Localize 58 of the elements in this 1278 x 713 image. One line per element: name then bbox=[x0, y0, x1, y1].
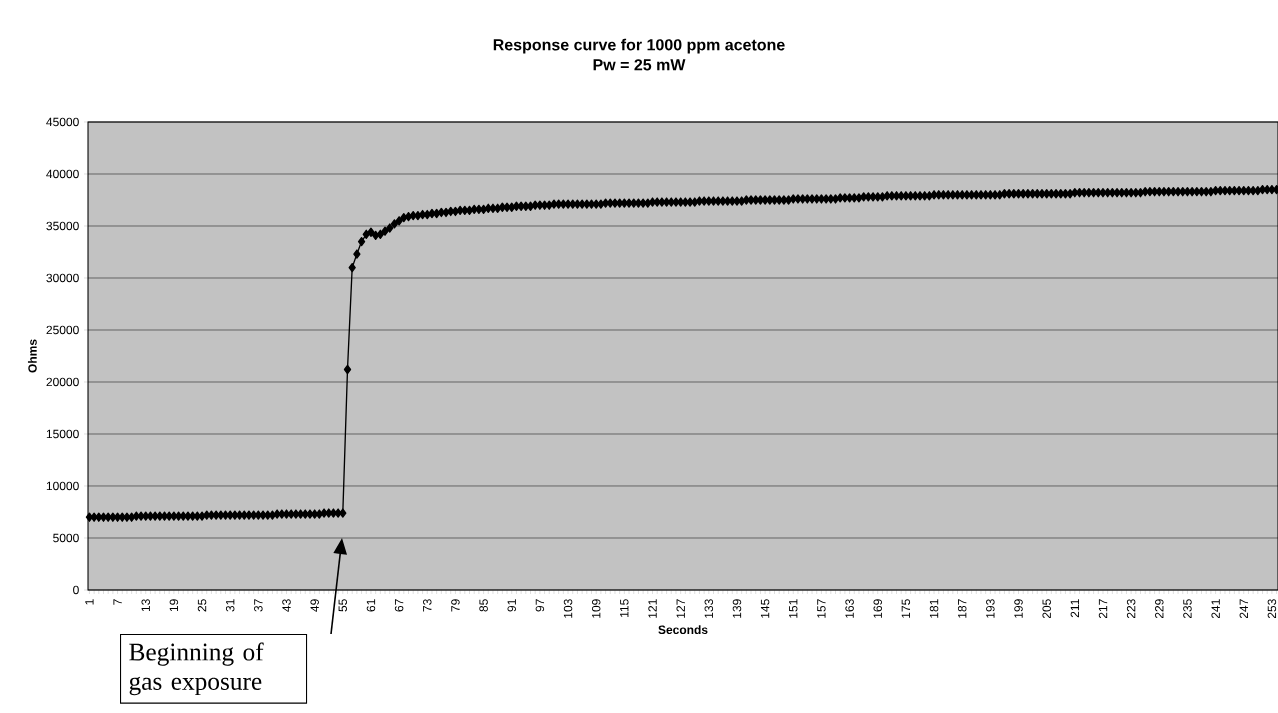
x-tick-label: 157 bbox=[817, 599, 826, 618]
x-tick-label: 205 bbox=[1042, 599, 1051, 619]
x-tick-label: 139 bbox=[732, 599, 742, 618]
y-tick-label: 35000 bbox=[46, 221, 79, 231]
chart-title: Response curve for 1000 ppm acetone bbox=[493, 38, 785, 54]
x-tick-label: 235 bbox=[1183, 599, 1192, 619]
x-tick-label: 247 bbox=[1239, 599, 1248, 619]
text: Beginning of gas exposure bbox=[129, 642, 264, 696]
x-tick-label: 49 bbox=[310, 599, 319, 612]
x-tick-label: 127 bbox=[676, 599, 685, 618]
y-tick-label: 5000 bbox=[53, 533, 79, 543]
y-tick-label: 20000 bbox=[46, 377, 79, 387]
y-tick-label: 40000 bbox=[46, 169, 79, 179]
x-tick-label: 13 bbox=[141, 599, 150, 612]
x-tick-label: 7 bbox=[113, 599, 122, 605]
x-tick-label: 223 bbox=[1126, 599, 1136, 619]
x-tick-label: 145 bbox=[760, 599, 770, 618]
x-tick-label: 103 bbox=[563, 599, 573, 618]
x-tick-label: 253 bbox=[1267, 599, 1277, 619]
x-tick-label: 211 bbox=[1070, 599, 1080, 618]
y-tick-label: 25000 bbox=[46, 325, 79, 335]
x-tick-label: 67 bbox=[394, 599, 404, 612]
x-tick-label: 163 bbox=[845, 599, 854, 618]
x-tick-label: 19 bbox=[169, 599, 179, 612]
x-tick-label: 43 bbox=[282, 599, 291, 612]
y-tick-label: 0 bbox=[73, 585, 79, 595]
chart-subtitle: Pw = 25 mW bbox=[593, 59, 686, 71]
x-tick-label: 169 bbox=[873, 599, 882, 618]
x-tick-label: 25 bbox=[197, 599, 207, 612]
x-tick-label: 229 bbox=[1155, 599, 1164, 619]
x-tick-label: 133 bbox=[704, 599, 714, 618]
x-tick-label: 55 bbox=[338, 599, 347, 612]
x-tick-label: 217 bbox=[1098, 599, 1108, 619]
x-tick-label: 175 bbox=[901, 599, 911, 618]
x-tick-label: 85 bbox=[479, 599, 488, 612]
y-axis-title: Ohms bbox=[27, 339, 37, 373]
x-tick-label: 73 bbox=[423, 599, 432, 612]
x-tick-label: 79 bbox=[451, 599, 460, 612]
x-tick-label: 61 bbox=[366, 599, 376, 612]
x-tick-label: 199 bbox=[1014, 599, 1023, 618]
x-tick-label: 109 bbox=[591, 599, 601, 618]
x-tick-label: 97 bbox=[535, 599, 545, 612]
y-tick-label: 30000 bbox=[46, 273, 79, 283]
x-tick-label: 91 bbox=[507, 599, 516, 612]
x-tick-label: 181 bbox=[929, 599, 939, 618]
x-axis-title: Seconds bbox=[658, 625, 708, 635]
x-tick-label: 37 bbox=[254, 599, 263, 612]
x-tick-label: 1 bbox=[85, 599, 94, 605]
x-tick-label: 241 bbox=[1211, 599, 1220, 619]
x-tick-label: 151 bbox=[789, 599, 798, 618]
x-tick-label: 193 bbox=[986, 599, 995, 618]
x-tick-label: 121 bbox=[648, 599, 657, 618]
y-tick-label: 45000 bbox=[46, 117, 79, 127]
x-tick-label: 115 bbox=[620, 599, 629, 617]
y-tick-label: 10000 bbox=[46, 481, 79, 491]
x-tick-label: 31 bbox=[225, 599, 235, 612]
y-tick-label: 15000 bbox=[46, 429, 79, 439]
x-tick-label: 187 bbox=[957, 599, 967, 618]
